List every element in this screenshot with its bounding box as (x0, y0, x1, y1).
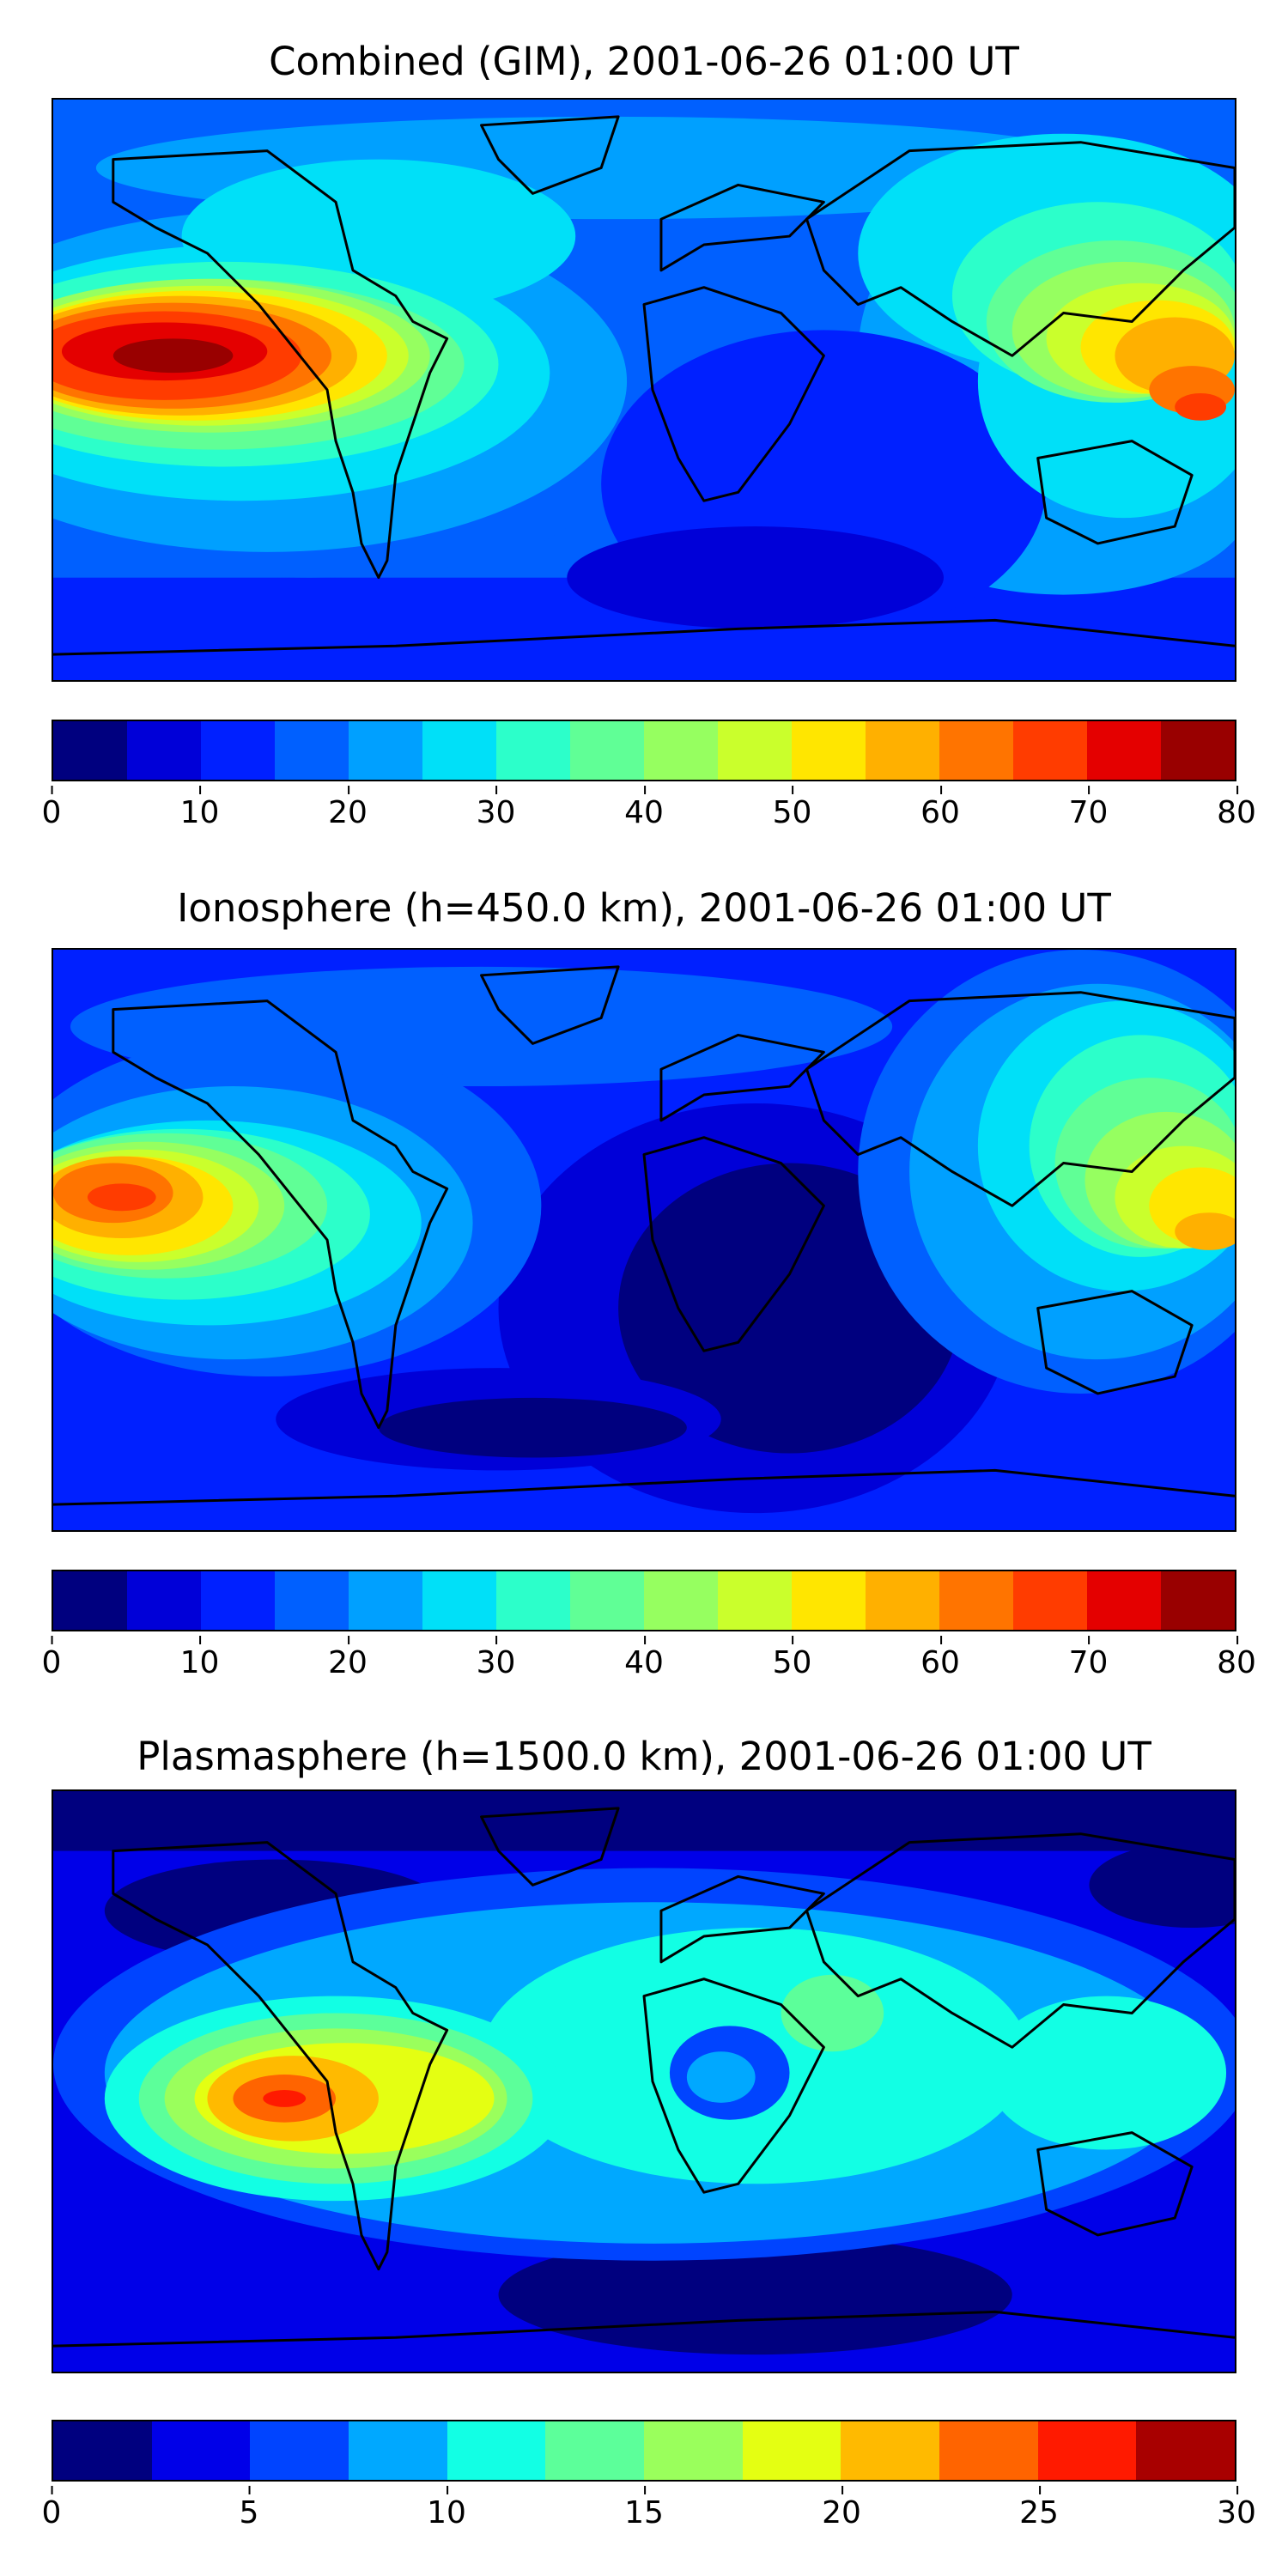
colorbar-tick: 20 (328, 786, 368, 830)
colorbar-segment (275, 721, 349, 780)
colorbar-tick: 30 (1217, 2486, 1256, 2530)
colorbar-segment (349, 721, 422, 780)
colorbar-segment (422, 721, 496, 780)
colorbar-segment (1013, 1571, 1087, 1630)
map-title: Ionosphere (h=450.0 km), 2001-06-26 01:0… (177, 885, 1111, 931)
colorbar-segment (939, 2421, 1038, 2480)
colorbar-segment (545, 2421, 645, 2480)
colorbar-segment (644, 2421, 743, 2480)
colorbar-tick: 0 (41, 1636, 62, 1680)
colorbar-segment (447, 2421, 546, 2480)
colorbar-segment (53, 721, 127, 780)
colorbar-segment (792, 721, 866, 780)
colorbar-tick: 80 (1217, 1636, 1256, 1680)
colorbar-tick: 10 (179, 1636, 220, 1680)
colorbar-tick: 70 (1068, 786, 1109, 830)
map-title: Combined (GIM), 2001-06-26 01:00 UT (269, 39, 1019, 84)
colorbar-tick: 30 (476, 1636, 516, 1680)
colorbar-tick: 0 (41, 2486, 62, 2530)
colorbar-segment (644, 721, 718, 780)
colorbar-tick: 60 (920, 1636, 960, 1680)
colorbar-segment (718, 1571, 792, 1630)
tec-map-plasmasphere (53, 1791, 1235, 2372)
colorbar-segment (349, 1571, 422, 1630)
colorbar-tick: 10 (179, 786, 220, 830)
tec-map-ionosphere (53, 950, 1235, 1530)
colorbar-segment (644, 1571, 718, 1630)
colorbar-tick: 50 (772, 786, 812, 830)
colorbar-tick: 70 (1068, 1636, 1109, 1680)
colorbar-tick: 0 (41, 786, 62, 830)
colorbar-tick: 40 (624, 1636, 664, 1680)
colorbar-segment (1087, 721, 1161, 780)
colorbar-segment (151, 2421, 251, 2480)
colorbar-segment (718, 721, 792, 780)
colorbar-tick: 60 (920, 786, 960, 830)
colorbar-plasmasphere (52, 2420, 1236, 2482)
colorbar-ionosphere (52, 1570, 1236, 1631)
colorbar-segment (275, 1571, 349, 1630)
colorbar-segment (250, 2421, 349, 2480)
colorbar-segment (1037, 2421, 1137, 2480)
colorbar-tick: 20 (822, 2486, 861, 2530)
colorbar-tick: 10 (427, 2486, 466, 2530)
colorbar-tick: 15 (624, 2486, 664, 2530)
colorbar-ticks: 0 10 20 30 40 50 60 70 80 (42, 786, 1256, 846)
colorbar-segment (422, 1571, 496, 1630)
colorbar-segment (496, 1571, 570, 1630)
colorbar-tick: 25 (1019, 2486, 1059, 2530)
colorbar-segment (201, 1571, 275, 1630)
colorbar-tick: 40 (624, 786, 664, 830)
colorbar-segment (349, 2421, 447, 2480)
map-combined (52, 98, 1236, 682)
colorbar-tick: 20 (328, 1636, 368, 1680)
colorbar-ticks: 0 5 10 15 20 25 30 (42, 2486, 1256, 2546)
colorbar-segment (841, 2421, 940, 2480)
colorbar-segment (127, 1571, 201, 1630)
colorbar-segment (1136, 2421, 1236, 2480)
colorbar-segment (53, 2421, 152, 2480)
colorbar-segment (570, 721, 644, 780)
colorbar-segment (1013, 721, 1087, 780)
map-title: Plasmasphere (h=1500.0 km), 2001-06-26 0… (137, 1734, 1151, 1779)
colorbar-segment (939, 721, 1013, 780)
colorbar-segment (1161, 1571, 1235, 1630)
colorbar-tick: 30 (476, 786, 516, 830)
colorbar-segment (127, 721, 201, 780)
colorbar-segment (866, 1571, 939, 1630)
colorbar-segment (1087, 1571, 1161, 1630)
colorbar-ticks: 0 10 20 30 40 50 60 70 80 (42, 1636, 1256, 1696)
colorbar-tick: 5 (239, 2486, 259, 2530)
colorbar-combined (52, 720, 1236, 781)
map-ionosphere (52, 948, 1236, 1532)
colorbar-tick: 80 (1217, 786, 1256, 830)
colorbar-segment (53, 1571, 127, 1630)
colorbar-segment (792, 1571, 866, 1630)
colorbar-segment (1161, 721, 1235, 780)
map-plasmasphere (52, 1789, 1236, 2373)
colorbar-segment (570, 1571, 644, 1630)
tec-map-combined (53, 100, 1235, 680)
colorbar-segment (496, 721, 570, 780)
colorbar-segment (742, 2421, 841, 2480)
colorbar-segment (866, 721, 939, 780)
colorbar-segment (939, 1571, 1013, 1630)
colorbar-segment (201, 721, 275, 780)
colorbar-tick: 50 (772, 1636, 812, 1680)
